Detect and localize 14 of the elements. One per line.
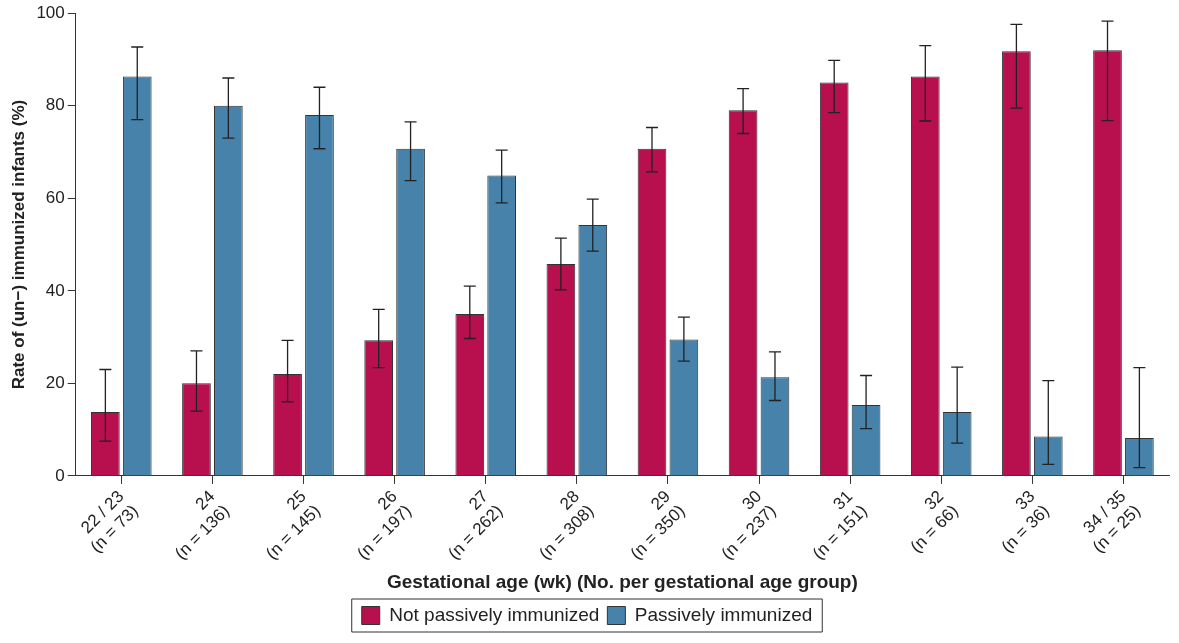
y-tick-label: 60 xyxy=(45,187,65,207)
x-tick-label: 22 / 23 (n = 73) xyxy=(77,486,142,557)
y-tick-label: 40 xyxy=(45,280,65,300)
x-axis-title: Gestational age (wk) (No. per gestational age group) xyxy=(386,570,858,592)
y-tick-label: 100 xyxy=(36,2,65,22)
x-tick-label: 32 (n = 66) xyxy=(906,486,962,557)
x-tick-label: 34 / 35 (n = 25) xyxy=(1079,486,1145,557)
y-axis-title: Rate of (un−) immunized infants (%) xyxy=(8,99,28,390)
y-tick-label: 0 xyxy=(55,465,65,485)
legend-label: Passively immunized xyxy=(634,603,813,625)
y-tick-label: 80 xyxy=(45,95,65,115)
y-tick-label: 20 xyxy=(45,373,65,393)
legend-label: Not passively immunized xyxy=(389,603,600,625)
x-tick-label: 33 (n = 36) xyxy=(997,486,1053,557)
